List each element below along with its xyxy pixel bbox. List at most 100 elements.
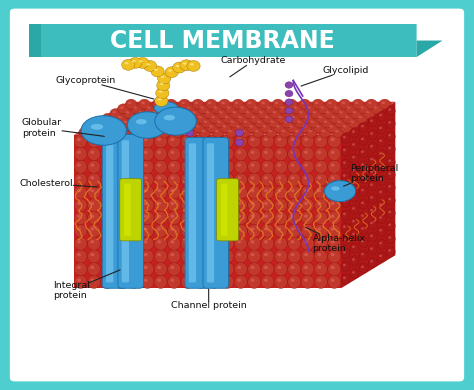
Ellipse shape — [144, 202, 148, 205]
Ellipse shape — [109, 141, 118, 148]
Ellipse shape — [176, 65, 180, 67]
Ellipse shape — [257, 121, 261, 123]
Ellipse shape — [368, 168, 377, 178]
Ellipse shape — [171, 104, 182, 114]
Ellipse shape — [74, 237, 87, 250]
Ellipse shape — [291, 227, 294, 231]
FancyBboxPatch shape — [106, 140, 113, 282]
Ellipse shape — [134, 118, 146, 128]
Ellipse shape — [297, 121, 301, 123]
Ellipse shape — [304, 227, 308, 231]
Ellipse shape — [173, 62, 186, 73]
Ellipse shape — [277, 253, 281, 256]
Ellipse shape — [237, 163, 241, 167]
Ellipse shape — [217, 108, 228, 119]
Text: Carbohydrate: Carbohydrate — [220, 57, 286, 77]
Ellipse shape — [225, 116, 228, 118]
Ellipse shape — [288, 224, 301, 238]
Ellipse shape — [345, 116, 348, 118]
Ellipse shape — [108, 118, 119, 128]
Ellipse shape — [184, 202, 188, 205]
Ellipse shape — [331, 151, 335, 154]
Ellipse shape — [221, 237, 234, 250]
Ellipse shape — [359, 122, 368, 132]
Ellipse shape — [169, 125, 173, 128]
Ellipse shape — [343, 213, 346, 215]
Ellipse shape — [97, 121, 100, 123]
Ellipse shape — [318, 104, 329, 114]
Ellipse shape — [237, 266, 241, 269]
Ellipse shape — [386, 131, 395, 142]
Ellipse shape — [155, 237, 167, 250]
Ellipse shape — [297, 108, 308, 119]
Ellipse shape — [274, 186, 287, 199]
Ellipse shape — [335, 118, 346, 128]
Ellipse shape — [292, 128, 304, 137]
Ellipse shape — [152, 99, 164, 109]
Ellipse shape — [155, 275, 167, 289]
Ellipse shape — [251, 227, 255, 231]
Ellipse shape — [352, 156, 355, 158]
Ellipse shape — [192, 111, 196, 113]
Ellipse shape — [260, 123, 272, 133]
Ellipse shape — [148, 118, 159, 128]
Ellipse shape — [286, 111, 290, 113]
Ellipse shape — [301, 199, 314, 212]
Ellipse shape — [128, 237, 140, 250]
Ellipse shape — [91, 253, 94, 256]
Ellipse shape — [171, 227, 174, 231]
Ellipse shape — [158, 98, 162, 100]
Ellipse shape — [379, 99, 391, 109]
Ellipse shape — [343, 238, 346, 241]
Ellipse shape — [113, 123, 125, 133]
Ellipse shape — [224, 104, 236, 114]
Ellipse shape — [197, 266, 201, 269]
Ellipse shape — [235, 262, 247, 276]
Ellipse shape — [251, 176, 255, 179]
Ellipse shape — [386, 208, 395, 218]
Ellipse shape — [150, 108, 161, 119]
Ellipse shape — [358, 116, 362, 118]
Ellipse shape — [102, 125, 106, 128]
Ellipse shape — [118, 104, 129, 114]
Ellipse shape — [74, 147, 87, 161]
Ellipse shape — [144, 266, 148, 269]
Ellipse shape — [194, 160, 207, 174]
FancyBboxPatch shape — [185, 138, 210, 288]
Ellipse shape — [370, 260, 373, 262]
Ellipse shape — [208, 237, 220, 250]
Ellipse shape — [143, 125, 146, 128]
Ellipse shape — [377, 201, 386, 211]
Ellipse shape — [328, 173, 341, 186]
Ellipse shape — [172, 128, 184, 137]
Ellipse shape — [288, 147, 301, 161]
Ellipse shape — [235, 160, 247, 174]
Ellipse shape — [352, 194, 355, 197]
Ellipse shape — [74, 211, 87, 225]
Ellipse shape — [101, 135, 114, 148]
Ellipse shape — [219, 111, 223, 113]
Ellipse shape — [341, 248, 350, 259]
Ellipse shape — [386, 246, 395, 257]
Ellipse shape — [161, 118, 173, 128]
Ellipse shape — [74, 262, 87, 276]
Ellipse shape — [275, 102, 278, 104]
Ellipse shape — [184, 151, 188, 154]
Ellipse shape — [114, 250, 127, 263]
Ellipse shape — [304, 202, 308, 205]
Ellipse shape — [368, 194, 377, 204]
Ellipse shape — [187, 60, 200, 71]
FancyBboxPatch shape — [122, 140, 129, 282]
Ellipse shape — [188, 118, 199, 128]
Ellipse shape — [261, 173, 274, 186]
Ellipse shape — [130, 266, 134, 269]
Ellipse shape — [127, 123, 138, 133]
Ellipse shape — [198, 104, 209, 114]
Ellipse shape — [137, 108, 148, 119]
Ellipse shape — [117, 215, 121, 218]
Ellipse shape — [329, 125, 333, 128]
Ellipse shape — [208, 250, 220, 263]
Ellipse shape — [74, 275, 87, 289]
Ellipse shape — [110, 108, 121, 119]
Ellipse shape — [91, 227, 94, 231]
